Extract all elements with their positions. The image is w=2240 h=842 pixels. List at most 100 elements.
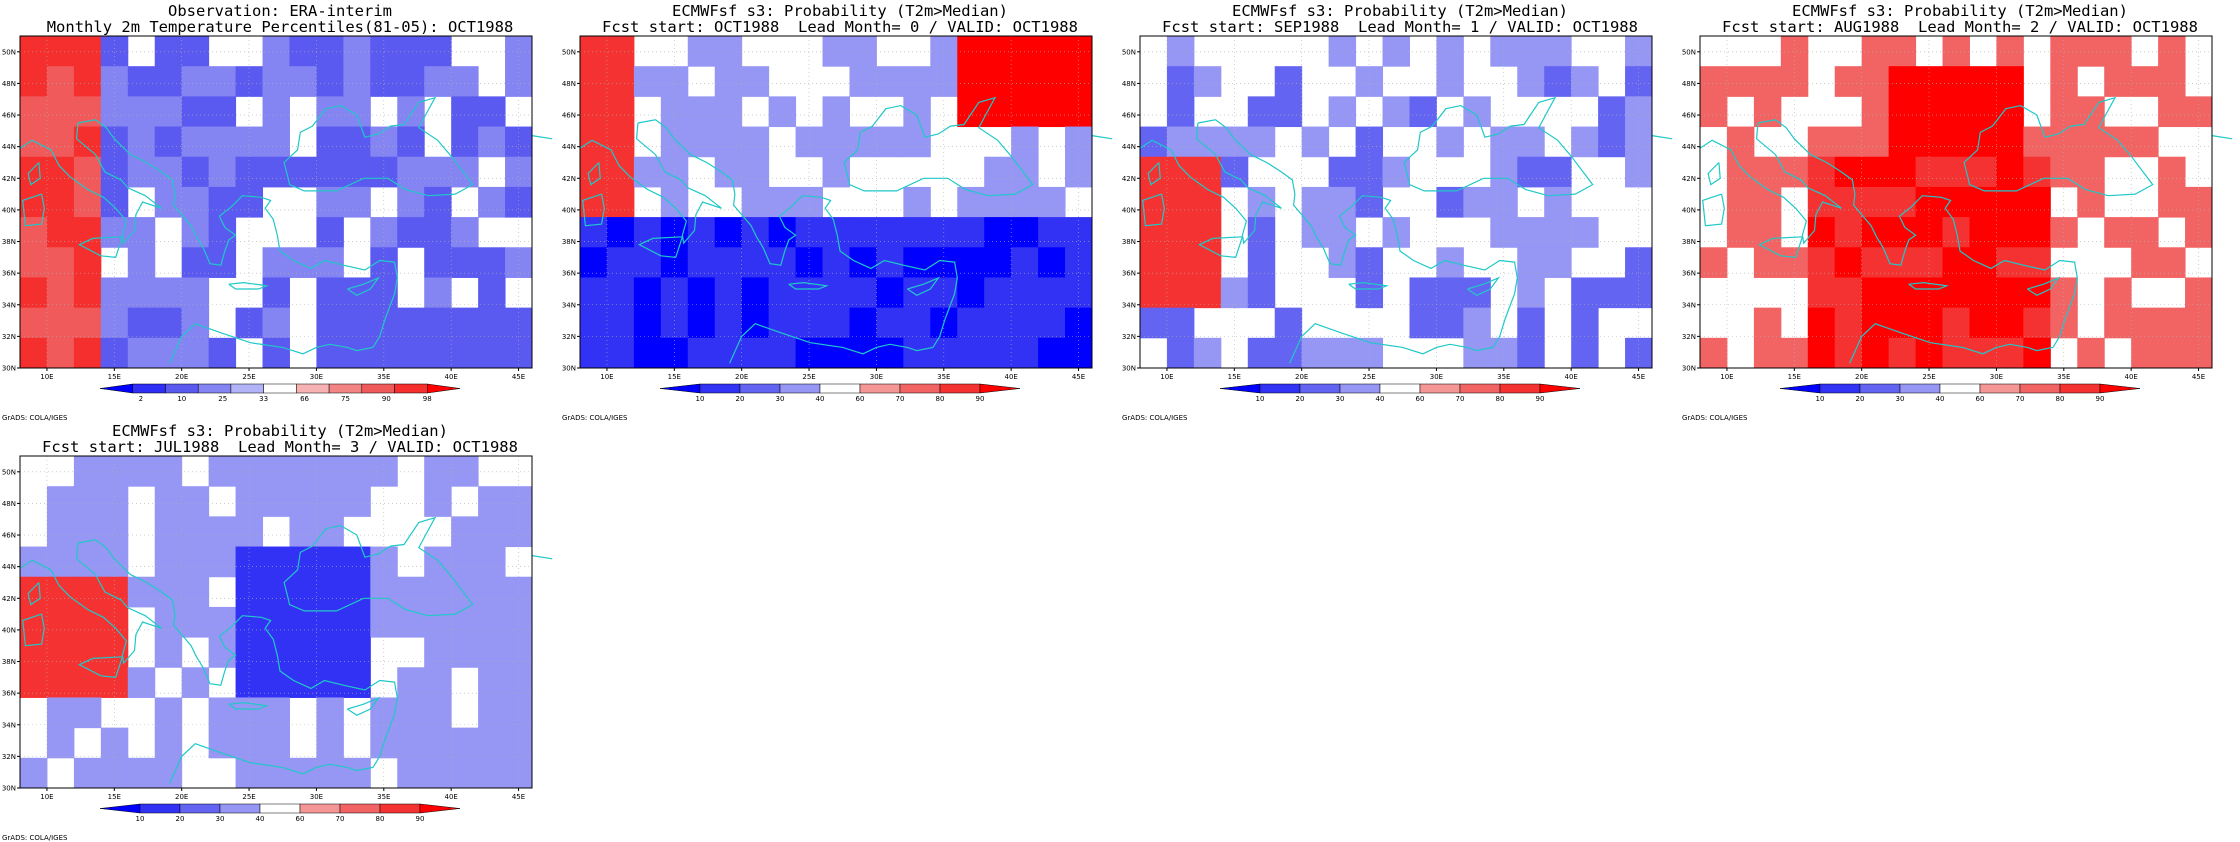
title-line-1: ECMWFsf s3: Probability (T2m>Median) — [112, 422, 448, 440]
grid-cell — [20, 66, 48, 97]
grid-cell — [1011, 307, 1039, 339]
colorbar-label: 10 — [136, 815, 145, 823]
grid-cell — [505, 66, 533, 97]
x-tick-label: 30E — [310, 373, 323, 381]
grid-cell — [2050, 36, 2078, 67]
y-tick-label: 44N — [1682, 143, 1696, 151]
grid-cell — [343, 337, 371, 369]
colorbar: 10 20 30 40 60 70 80 90 — [659, 383, 1021, 403]
coastline-segment — [582, 193, 605, 227]
grid-cell — [397, 66, 425, 97]
coastline-segment — [1699, 122, 1842, 245]
colorbar-end — [659, 383, 701, 394]
grid-cell — [451, 516, 479, 548]
grid-cell — [100, 66, 129, 97]
grid-cell — [316, 757, 344, 789]
grid-cell — [714, 247, 743, 278]
grid-cell — [262, 667, 290, 698]
x-tick-label: 15E — [1788, 373, 1801, 381]
grid-cell — [73, 217, 102, 248]
grid-cell — [1193, 247, 1222, 278]
x-tick-label: 25E — [242, 373, 255, 381]
colorbar-swatch — [1419, 383, 1461, 394]
grid-cell — [1625, 96, 1653, 128]
grid-cell — [606, 126, 635, 158]
grid-cell — [1140, 126, 1168, 158]
x-tick-label: 40E — [1004, 373, 1017, 381]
grid-cell — [1861, 307, 1890, 339]
grid-cell — [2077, 126, 2105, 158]
grid-cell — [1969, 307, 1997, 339]
grid-cell — [1700, 66, 1728, 97]
grid-cell — [1463, 96, 1491, 128]
grid-cell — [262, 337, 290, 369]
grid-cell — [1193, 186, 1222, 218]
grid-cell — [1861, 96, 1890, 128]
grid-cell — [316, 727, 344, 759]
grid-cell — [2023, 126, 2051, 158]
grid-cell — [316, 516, 344, 548]
grid-cell — [20, 217, 48, 248]
y-tick-label: 30N — [1122, 365, 1136, 373]
grid-cell — [1166, 277, 1195, 309]
colorbar-end — [1539, 383, 1581, 394]
grid-cell — [154, 697, 183, 729]
grid-cell — [181, 307, 210, 339]
grid-cell — [714, 66, 743, 97]
colorbar-swatch — [1979, 383, 2021, 394]
colorbar-label: 90 — [2096, 395, 2105, 403]
grid-cell — [343, 66, 371, 97]
grid-cell — [451, 66, 479, 97]
grid-cell — [262, 486, 290, 517]
grid-cell — [1463, 337, 1491, 369]
grid-cell — [580, 96, 608, 128]
grid-cell — [1996, 96, 2024, 128]
title-line-1: ECMWFsf s3: Probability (T2m>Median) — [1232, 2, 1568, 20]
grid-cell — [1834, 307, 1863, 339]
grid-cell — [687, 217, 716, 248]
grid-cell — [876, 126, 904, 158]
coastline-segment — [1348, 281, 1389, 290]
grid-cell — [181, 36, 210, 67]
y-tick-label: 30N — [2, 785, 16, 793]
grid-cell — [1328, 36, 1357, 67]
grid-cell — [1700, 337, 1728, 369]
grid-cell — [505, 486, 533, 517]
grid-cell — [741, 337, 770, 369]
grid-cell — [1861, 36, 1890, 67]
coastline-segment — [1707, 162, 1721, 186]
colorbar-label: 10 — [696, 395, 705, 403]
colorbar: 10 20 30 40 60 70 80 90 — [1779, 383, 2141, 403]
grid-cell — [1726, 186, 1755, 218]
grid-cell — [154, 486, 183, 517]
y-tick-label: 36N — [1682, 270, 1696, 278]
colorbar-swatch — [2019, 383, 2061, 394]
grid-cell — [606, 96, 635, 128]
grid-cell — [1166, 186, 1195, 218]
data-field — [580, 36, 1093, 369]
grid-cell — [1038, 277, 1066, 309]
grid-cell — [73, 186, 102, 218]
grid-cell — [903, 277, 931, 309]
grid-cell — [2158, 96, 2186, 128]
grid-cell — [397, 186, 425, 218]
grid-cell — [1807, 186, 1836, 218]
grid-cell — [1969, 186, 1997, 218]
y-tick-label: 48N — [1122, 80, 1136, 88]
grid-cell — [957, 36, 985, 67]
y-tick-label: 38N — [1682, 238, 1696, 246]
grid-cell — [424, 757, 452, 789]
grid-cell — [1861, 156, 1890, 188]
grid-cell — [714, 156, 743, 188]
x-tick-label: 15E — [108, 793, 121, 801]
colorbar-swatch — [1939, 383, 1981, 394]
grid-cell — [154, 576, 183, 608]
grid-cell — [714, 36, 743, 67]
grid-cell — [2023, 337, 2051, 369]
grid-cell — [1011, 36, 1039, 67]
colorbar-label: 40 — [1376, 395, 1385, 403]
grid-cell — [1544, 247, 1572, 278]
grid-cell — [20, 307, 48, 339]
x-tick-label: 35E — [2057, 373, 2070, 381]
y-tick-label: 32N — [1122, 333, 1136, 341]
